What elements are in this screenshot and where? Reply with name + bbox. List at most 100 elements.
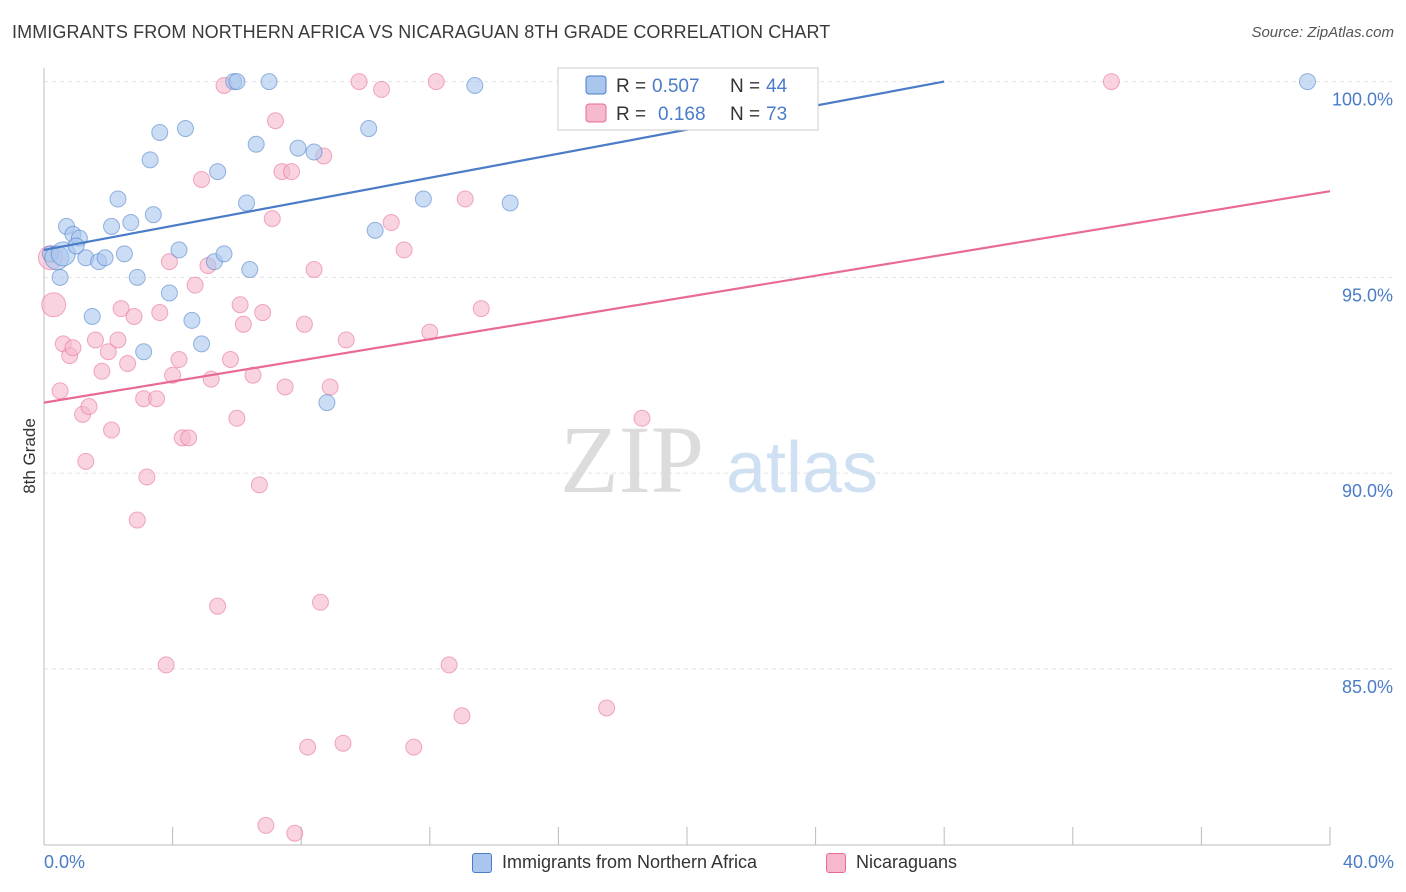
legend-r-value-1: 0.507: [652, 76, 700, 97]
northern-africa-point: [135, 343, 153, 361]
northern-africa-point: [360, 120, 378, 138]
legend-r-label-2: R =: [616, 104, 646, 125]
nicaraguans-point: [221, 351, 239, 369]
nicaraguans-point: [151, 304, 169, 322]
chart-title: IMMIGRANTS FROM NORTHERN AFRICA VS NICAR…: [12, 22, 831, 42]
nicaraguans-point: [125, 307, 143, 325]
nicaraguans-point: [103, 421, 121, 439]
nicaraguans-point: [148, 390, 166, 408]
nicaraguans-point: [263, 210, 281, 228]
nicaraguans-point: [209, 597, 227, 615]
legend-r-value-2: 0.168: [658, 104, 706, 125]
nicaraguans-point: [180, 429, 198, 447]
northern-africa-point: [209, 163, 227, 181]
legend-swatch-pink: [585, 103, 607, 123]
northern-africa-point: [228, 73, 246, 91]
northern-africa-point: [238, 194, 256, 212]
northern-africa-point: [501, 194, 519, 212]
series-northern-africa-points: [41, 73, 1316, 412]
nicaraguans-point: [373, 80, 391, 98]
nicaraguans-point: [164, 366, 182, 384]
nicaraguans-point: [395, 241, 413, 259]
northern-africa-point: [241, 260, 259, 278]
northern-africa-point: [83, 307, 101, 325]
northern-africa-point: [414, 190, 432, 208]
bottom-legend: Immigrants from Northern Africa Nicaragu…: [0, 852, 1406, 878]
nicaraguans-point: [86, 331, 104, 349]
y-tick-label: 85.0%: [1342, 677, 1393, 697]
nicaraguans-point: [266, 112, 284, 130]
nicaraguans-point: [112, 300, 130, 318]
northern-africa-point: [170, 241, 188, 259]
nicaraguans-point: [453, 707, 471, 725]
northern-africa-point: [103, 217, 121, 235]
nicaraguans-point: [472, 300, 490, 318]
northern-africa-point: [96, 249, 114, 267]
northern-africa-point: [183, 311, 201, 329]
nicaraguans-point: [295, 315, 313, 333]
legend-swatch-nicaraguans: [826, 852, 846, 873]
nicaraguans-point: [276, 378, 294, 396]
nicaraguans-point: [382, 214, 400, 232]
legend-n-label-1: N =: [730, 76, 760, 97]
legend-label-northern-africa: Immigrants from Northern Africa: [502, 852, 758, 872]
nicaraguans-point: [128, 511, 146, 529]
northern-africa-point: [109, 190, 127, 208]
x-tick-min: 0.0%: [44, 852, 86, 872]
nicaraguans-point: [305, 260, 323, 278]
northern-africa-point: [247, 135, 265, 153]
nicaraguans-point: [286, 824, 304, 842]
legend-n-value-2: 73: [766, 104, 787, 125]
northern-africa-point: [151, 123, 169, 141]
legend-swatch-northern-africa: [472, 852, 492, 873]
nicaraguans-point: [41, 292, 67, 318]
nicaraguans-point: [427, 73, 445, 91]
northern-africa-point: [115, 245, 133, 263]
legend-label-nicaraguans: Nicaraguans: [856, 852, 958, 872]
nicaraguans-point: [456, 190, 474, 208]
y-axis-label: 8th Grade: [20, 418, 39, 494]
trend-line-nicaraguans: [43, 190, 1331, 404]
x-tick-max: 40.0%: [1342, 852, 1394, 872]
nicaraguans-point: [157, 656, 175, 674]
watermark-zip: ZIP: [560, 406, 704, 513]
nicaraguans-point: [231, 296, 249, 314]
y-tick-label: 90.0%: [1342, 481, 1393, 501]
nicaraguans-point: [405, 738, 423, 756]
legend-r-label-1: R =: [616, 76, 646, 97]
nicaraguans-point: [64, 339, 82, 357]
northern-africa-point: [215, 245, 233, 263]
nicaraguans-point: [311, 593, 329, 611]
nicaraguans-point: [250, 476, 268, 494]
nicaraguans-point: [598, 699, 616, 717]
northern-africa-point: [122, 214, 140, 232]
nicaraguans-point: [186, 276, 204, 294]
northern-africa-point: [318, 394, 336, 412]
nicaraguans-point: [337, 331, 355, 349]
y-tick-label: 100.0%: [1332, 90, 1393, 110]
nicaraguans-point: [633, 409, 651, 427]
y-tick-labels: 100.0% 95.0% 90.0% 85.0%: [1332, 90, 1393, 697]
northern-africa-point: [176, 120, 194, 138]
nicaraguans-point: [321, 378, 339, 396]
nicaraguans-point: [93, 362, 111, 380]
watermark: ZIP atlas: [560, 406, 878, 513]
legend-item-nicaraguans[interactable]: Nicaraguans: [826, 852, 957, 873]
nicaraguans-point: [234, 315, 252, 333]
nicaraguans-point: [99, 343, 117, 361]
northern-africa-point: [305, 143, 323, 161]
nicaraguans-point: [77, 452, 95, 470]
nicaraguans-point: [299, 738, 317, 756]
nicaraguans-point: [51, 382, 69, 400]
nicaraguans-point: [228, 409, 246, 427]
nicaraguans-point: [1102, 73, 1120, 91]
northern-africa-point: [128, 268, 146, 286]
nicaraguans-point: [80, 398, 98, 416]
nicaraguans-point: [170, 351, 188, 369]
northern-africa-point: [193, 335, 211, 353]
legend-n-value-1: 44: [766, 76, 788, 97]
legend-item-northern-africa[interactable]: Immigrants from Northern Africa: [472, 852, 757, 873]
legend-n-label-2: N =: [730, 104, 760, 125]
legend-swatch-blue: [585, 75, 607, 95]
